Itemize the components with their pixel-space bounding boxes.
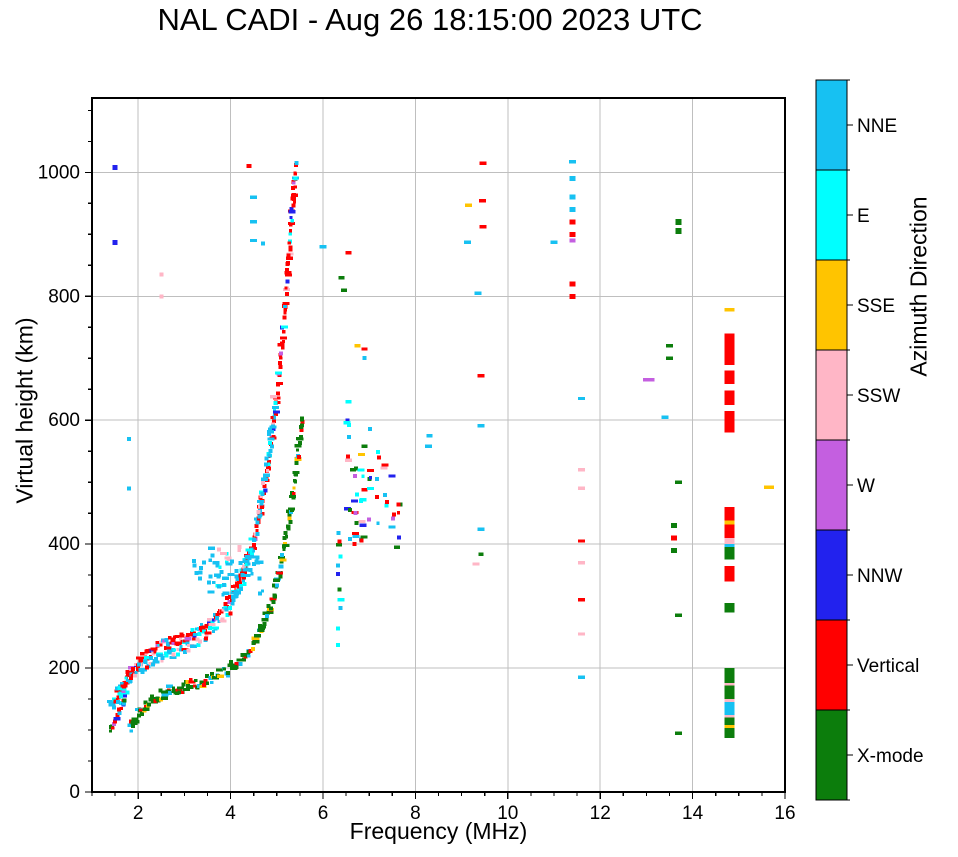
svg-text:200: 200 xyxy=(48,658,80,679)
svg-text:NNW: NNW xyxy=(857,566,902,587)
svg-text:W: W xyxy=(857,476,875,497)
svg-text:10: 10 xyxy=(497,803,518,824)
svg-text:SSW: SSW xyxy=(857,386,900,407)
svg-text:1000: 1000 xyxy=(38,162,80,183)
svg-text:E: E xyxy=(857,206,870,227)
svg-text:6: 6 xyxy=(318,803,329,824)
svg-text:8: 8 xyxy=(410,803,421,824)
svg-text:600: 600 xyxy=(48,410,80,431)
svg-text:2: 2 xyxy=(133,803,144,824)
svg-text:14: 14 xyxy=(682,803,704,824)
svg-text:400: 400 xyxy=(48,534,80,555)
svg-text:X-mode: X-mode xyxy=(857,746,924,767)
svg-text:800: 800 xyxy=(48,286,80,307)
svg-text:12: 12 xyxy=(590,803,611,824)
svg-text:16: 16 xyxy=(774,803,795,824)
svg-text:0: 0 xyxy=(69,782,80,803)
svg-text:4: 4 xyxy=(225,803,236,824)
svg-text:NNE: NNE xyxy=(857,116,897,137)
svg-text:SSE: SSE xyxy=(857,296,895,317)
svg-text:Vertical: Vertical xyxy=(857,656,919,677)
